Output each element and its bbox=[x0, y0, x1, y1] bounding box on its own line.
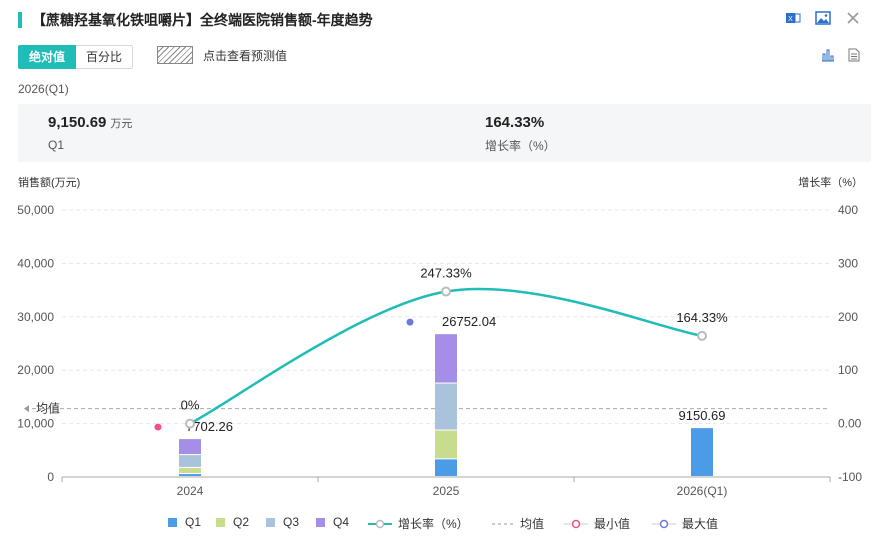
legend-marker-symbol bbox=[652, 519, 676, 528]
title-bar: 【蔗糖羟基氧化铁咀嚼片】全终端医院销售额-年度趋势 bbox=[18, 10, 373, 30]
bar-segment-q3 bbox=[179, 455, 201, 467]
legend-label: 最大值 bbox=[682, 517, 719, 531]
legend-swatch bbox=[216, 517, 225, 527]
average-label: 均值 bbox=[36, 401, 60, 416]
legend-item[interactable]: 最小值 bbox=[564, 515, 630, 532]
summary-panel: 9,150.69 万元 Q1 164.33% 增长率（%） bbox=[18, 104, 871, 162]
legend-label: 增长率（%） bbox=[398, 517, 469, 531]
absolute-value-button[interactable]: 绝对值 bbox=[18, 45, 77, 69]
legend-item[interactable]: Q4 bbox=[316, 515, 349, 529]
legend-label: Q1 bbox=[185, 515, 202, 529]
y-left-tick-label: 50,000 bbox=[17, 203, 54, 217]
legend-swatch bbox=[266, 517, 275, 527]
x-tick-label: 2025 bbox=[433, 484, 460, 498]
growth-point bbox=[441, 286, 451, 297]
y-left-tick-label: 30,000 bbox=[17, 310, 54, 324]
sales-label: Q1 bbox=[48, 138, 65, 152]
y-right-tick-label: 200 bbox=[838, 310, 858, 324]
y-right-tick-label: 400 bbox=[838, 203, 858, 217]
chart-legend: Q1 Q2 Q3 Q4 增长率（%） 均值 最小值 最大值 bbox=[0, 515, 873, 535]
bar-segment-q4 bbox=[179, 439, 201, 455]
chart-title: 【蔗糖羟基氧化铁咀嚼片】全终端医院销售额-年度趋势 bbox=[32, 12, 373, 28]
y-right-tick-label: -100 bbox=[838, 470, 862, 484]
period-label: 2026(Q1) bbox=[18, 82, 69, 96]
image-export-icon[interactable] bbox=[815, 10, 831, 26]
total-value-label: 9150.69 bbox=[679, 408, 726, 423]
legend-label: Q4 bbox=[333, 515, 350, 529]
y-left-tick-label: 10,000 bbox=[17, 417, 54, 431]
right-tools bbox=[821, 48, 861, 62]
bar-chart-icon[interactable] bbox=[821, 48, 835, 62]
table-view-icon[interactable] bbox=[847, 48, 861, 62]
legend-marker-symbol bbox=[564, 519, 588, 528]
legend-label: Q2 bbox=[233, 515, 250, 529]
growth-summary: 164.33% 增长率（%） bbox=[485, 114, 556, 154]
top-icons: X bbox=[785, 10, 861, 26]
total-value-label: 7702.26 bbox=[186, 419, 233, 434]
percent-button[interactable]: 百分比 bbox=[76, 45, 134, 69]
left-axis-title: 销售额(万元) bbox=[18, 177, 81, 189]
min-value-marker bbox=[154, 423, 162, 431]
legend-label: Q3 bbox=[283, 515, 300, 529]
x-tick-label: 2024 bbox=[177, 484, 204, 498]
growth-point bbox=[697, 330, 707, 341]
legend-item[interactable]: Q1 bbox=[168, 515, 201, 529]
y-right-tick-label: 300 bbox=[838, 256, 858, 270]
legend-dash-symbol bbox=[492, 523, 514, 524]
y-left-tick-label: 20,000 bbox=[17, 363, 54, 377]
bar-segment-q1 bbox=[691, 428, 713, 476]
legend-label: 均值 bbox=[520, 517, 545, 531]
legend-item[interactable]: 增长率（%） bbox=[368, 515, 469, 532]
x-tick-label: 2026(Q1) bbox=[677, 484, 728, 498]
legend-item[interactable]: 最大值 bbox=[652, 515, 718, 532]
forecast-toggle[interactable]: 点击查看预测值 bbox=[157, 46, 287, 64]
right-axis-title: 增长率（%） bbox=[798, 177, 863, 189]
growth-value-label: 247.33% bbox=[420, 266, 472, 281]
sales-value: 9,150.69 bbox=[48, 114, 107, 131]
svg-text:X: X bbox=[788, 16, 793, 23]
excel-export-icon[interactable]: X bbox=[785, 10, 801, 26]
value-mode-toggle: 绝对值 百分比 bbox=[18, 45, 134, 69]
legend-line-symbol bbox=[368, 519, 392, 528]
bar-segment-q2 bbox=[435, 430, 457, 459]
max-value-marker bbox=[406, 318, 414, 326]
growth-value-label: 0% bbox=[181, 398, 200, 413]
close-icon[interactable] bbox=[845, 10, 861, 26]
bar-segment-q4 bbox=[435, 334, 457, 383]
legend-item[interactable]: Q2 bbox=[216, 515, 249, 529]
growth-value-label: 164.33% bbox=[676, 310, 728, 325]
bar-segment-q1 bbox=[435, 459, 457, 476]
legend-label: 最小值 bbox=[594, 517, 631, 531]
legend-swatch bbox=[168, 517, 177, 527]
total-value-label: 26752.04 bbox=[442, 314, 496, 329]
bar-segment-q1 bbox=[179, 474, 201, 476]
average-arrow-icon bbox=[24, 405, 29, 413]
legend-swatch bbox=[316, 517, 325, 527]
legend-item[interactable]: 均值 bbox=[492, 515, 544, 532]
bar-segment-q2 bbox=[179, 467, 201, 474]
forecast-hatch-swatch bbox=[157, 46, 193, 64]
y-left-tick-label: 40,000 bbox=[17, 256, 54, 270]
growth-label: 增长率（%） bbox=[485, 139, 556, 153]
sales-summary: 9,150.69 万元 Q1 bbox=[48, 114, 132, 152]
growth-point bbox=[185, 418, 195, 429]
y-right-tick-label: 100 bbox=[838, 363, 858, 377]
y-left-tick-label: 0 bbox=[47, 470, 54, 484]
forecast-label: 点击查看预测值 bbox=[203, 48, 288, 63]
sales-unit: 万元 bbox=[110, 118, 133, 130]
title-accent bbox=[18, 12, 22, 28]
growth-value: 164.33% bbox=[485, 114, 545, 131]
bar-segment-q3 bbox=[435, 383, 457, 430]
sales-growth-chart: 0 -100 10,000 0.00 20,000 100 30,000 200 40,000 3… bbox=[17, 203, 862, 498]
legend-item[interactable]: Q3 bbox=[266, 515, 299, 529]
y-right-tick-label: 0.00 bbox=[838, 417, 862, 431]
